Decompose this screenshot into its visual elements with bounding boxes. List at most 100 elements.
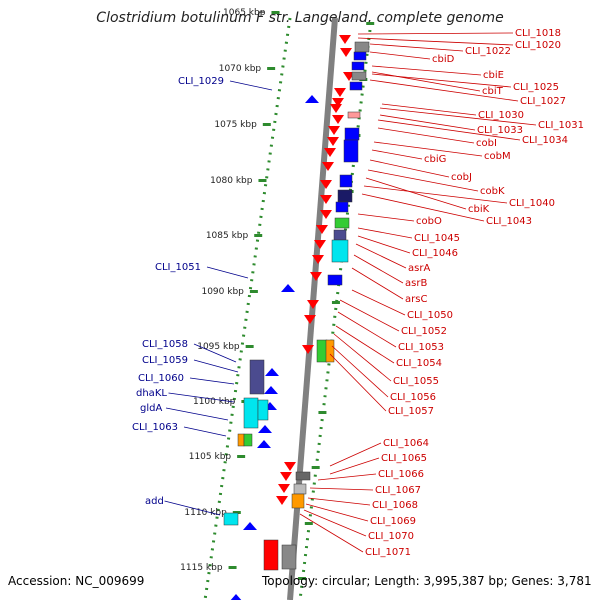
reverse-gene-arrow — [265, 368, 279, 376]
gene-block — [344, 127, 360, 141]
right-gene-label: CLI_1031 — [538, 120, 584, 131]
right-callout-line — [369, 43, 464, 52]
gene-block — [325, 339, 335, 363]
right-callout-line — [357, 227, 413, 239]
gene-block — [331, 239, 349, 263]
forward-gene-arrow — [276, 496, 288, 505]
tick-mark-left — [258, 179, 267, 182]
gene-block — [243, 397, 259, 429]
left-gene-label: dhaKL — [136, 388, 167, 399]
right-gene-label: CLI_1067 — [375, 485, 421, 496]
right-callout-line — [337, 311, 397, 348]
gene-block — [347, 111, 361, 119]
right-gene-label: CLI_1065 — [381, 453, 427, 464]
tick-mark-right — [366, 22, 375, 25]
gene-block — [339, 174, 353, 188]
right-gene-label: CLI_1057 — [388, 406, 434, 417]
tick-mark-left — [228, 566, 237, 569]
right-callout-line — [333, 333, 392, 382]
gene-block — [353, 51, 367, 61]
right-gene-label: asrA — [408, 263, 430, 274]
right-callout-line — [377, 127, 475, 144]
gene-block — [223, 512, 239, 526]
left-callout-line — [193, 359, 239, 373]
right-gene-label: CLI_1034 — [522, 135, 568, 146]
gene-block — [351, 71, 367, 81]
tick-mark-left — [249, 290, 258, 293]
right-callout-line — [317, 473, 377, 481]
tick-label: 1070 kbp — [219, 64, 262, 74]
tick-label: 1080 kbp — [210, 176, 253, 186]
forward-gene-arrow — [340, 48, 352, 57]
left-gene-label: CLI_1058 — [142, 339, 188, 350]
right-callout-line — [335, 325, 395, 364]
tick-mark-right — [318, 411, 327, 414]
right-gene-label: CLI_1071 — [365, 547, 411, 558]
right-gene-label: cbiG — [424, 154, 446, 165]
gene-block — [291, 493, 305, 509]
right-gene-label: cbiD — [432, 54, 455, 65]
right-callout-line — [357, 37, 514, 46]
sequence-backbone — [287, 17, 338, 600]
forward-gene-arrow — [339, 35, 351, 44]
right-gene-label: CLI_1045 — [414, 233, 460, 244]
forward-gene-arrow — [320, 195, 332, 204]
right-callout-line — [305, 503, 369, 522]
right-gene-label: CLI_1020 — [515, 40, 561, 51]
gene-block — [257, 399, 269, 421]
forward-gene-arrow — [324, 148, 336, 157]
right-callout-line — [351, 267, 404, 300]
right-gene-label: CLI_1066 — [378, 469, 424, 480]
accession-label: Accession: NC_009699 — [8, 574, 145, 588]
right-gene-label: cbiE — [483, 70, 504, 81]
gene-features — [223, 35, 370, 600]
gene-block — [333, 229, 347, 241]
right-gene-label: CLI_1056 — [390, 392, 436, 403]
forward-gene-arrow — [284, 462, 296, 471]
right-gene-label: arsC — [405, 294, 427, 305]
right-callout-line — [353, 254, 404, 284]
gene-block — [349, 81, 363, 91]
gene-block — [327, 274, 343, 286]
right-gene-label: cbiT — [482, 86, 504, 97]
gene-block — [249, 359, 265, 395]
tick-mark-left — [232, 511, 241, 514]
right-gene-label: cbiK — [468, 204, 490, 215]
tick-label: 1115 kbp — [180, 563, 223, 573]
right-callout-line — [365, 177, 467, 210]
left-gene-label: CLI_1063 — [132, 422, 178, 433]
right-callout-line — [361, 193, 485, 222]
right-callout-line — [303, 509, 367, 537]
gene-block — [337, 189, 353, 203]
reverse-gene-arrow — [258, 425, 272, 433]
left-gene-label: CLI_1060 — [138, 373, 184, 384]
kbp-ticks: 1065 kbp 1070 kbp 1075 kbp 1080 kbp 1085 kbp… — [180, 8, 375, 580]
reverse-gene-arrow — [281, 284, 295, 292]
forward-gene-arrow — [310, 272, 322, 281]
right-callout-line — [329, 353, 387, 412]
left-gene-label: CLI_1051 — [155, 262, 201, 273]
right-callout-line — [377, 119, 521, 141]
right-gene-label: asrB — [405, 278, 427, 289]
right-gene-label: CLI_1043 — [486, 216, 532, 227]
gene-block — [293, 483, 307, 495]
right-gene-label: CLI_1068 — [372, 500, 418, 511]
tick-label: 1105 kbp — [189, 452, 232, 462]
tick-mark-left — [271, 11, 280, 14]
right-gene-label: CLI_1027 — [520, 96, 566, 107]
right-callout-line — [339, 299, 400, 332]
right-callout-line — [357, 235, 411, 254]
tick-mark-left — [262, 123, 271, 126]
gene-block — [351, 61, 365, 71]
tick-label: 1065 kbp — [223, 8, 266, 18]
tick-mark-right — [304, 522, 313, 525]
forward-gene-arrow — [320, 180, 332, 189]
left-gene-label: CLI_1029 — [178, 76, 224, 87]
right-callout-line — [309, 487, 374, 491]
reverse-gene-arrow — [257, 440, 271, 448]
right-gene-label: CLI_1022 — [465, 46, 511, 57]
tick-mark-left — [237, 455, 246, 458]
map-title: Clostridium botulinum F str. Langeland, … — [96, 10, 504, 26]
tick-label: 1100 kbp — [193, 397, 236, 407]
right-callout-line — [369, 79, 519, 102]
